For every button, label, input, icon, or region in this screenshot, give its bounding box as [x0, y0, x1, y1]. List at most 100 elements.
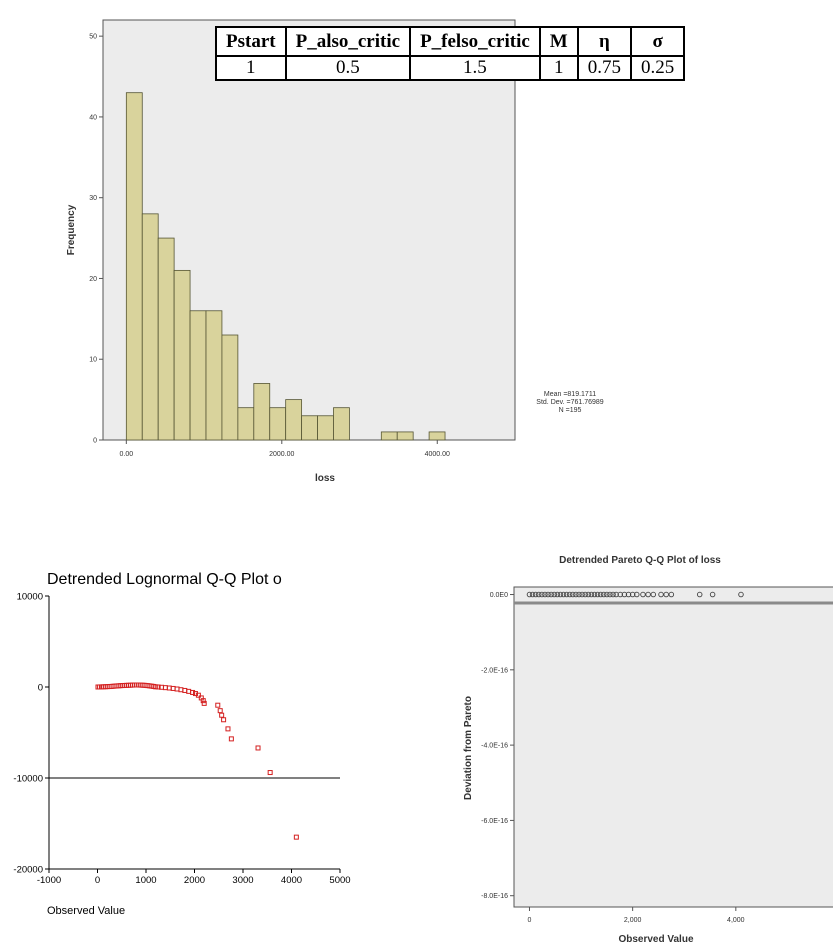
pareto-point: [573, 591, 579, 598]
pareto-title: Detrended Pareto Q-Q Plot of loss: [559, 555, 721, 566]
histogram-bar: [380, 431, 398, 441]
pareto-point: [542, 591, 548, 598]
lognormal-point: [221, 717, 227, 723]
histogram-xtick-label: 4000.00: [425, 451, 450, 458]
lognormal-xtick-label: 1000: [135, 875, 156, 886]
histogram-bar: [141, 213, 159, 441]
histogram-xlabel: loss: [315, 473, 335, 484]
histogram-bar: [396, 431, 414, 441]
pareto-point: [548, 591, 554, 598]
stats-n: N =195: [558, 407, 582, 414]
pareto-ylabel: Deviation from Pareto: [463, 696, 474, 800]
histogram-ytick-label: 0: [93, 438, 97, 445]
histogram-bar: [285, 399, 303, 441]
lognormal-point: [155, 684, 161, 690]
pareto-point: [594, 591, 601, 598]
lognormal-xtick-label: 5000: [329, 875, 350, 886]
lognormal-xtick-label: -1000: [37, 875, 61, 886]
pareto-point: [560, 591, 567, 598]
lognormal-xtick-label: 4000: [281, 875, 302, 886]
histogram-bar: [269, 407, 287, 441]
pareto-point: [617, 591, 624, 598]
pareto-point: [536, 591, 542, 598]
pareto-point: [554, 591, 561, 598]
histogram-bar: [173, 269, 191, 441]
pareto-plot-area: [513, 586, 833, 908]
histogram-bar: [221, 334, 239, 441]
pareto-points: [526, 591, 744, 598]
pareto-point: [650, 591, 657, 598]
lognormal-point: [228, 736, 234, 742]
header-sigma: σ: [629, 26, 686, 57]
pareto-ytick-label: -2.0E-16: [481, 667, 508, 674]
pareto-point: [545, 591, 551, 598]
lognormal-xtick-label: 3000: [232, 875, 253, 886]
lognormal-ytick-label: -10000: [13, 774, 43, 785]
header-p-felso-critic: P_felso_critic: [409, 26, 541, 57]
histogram-ytick-label: 30: [89, 195, 97, 202]
pareto-point: [588, 591, 595, 598]
pareto-point: [570, 591, 576, 598]
pareto-qq-chart: Detrended Pareto Q-Q Plot of loss 0.0E0 -…: [463, 555, 833, 944]
pareto-point: [539, 591, 545, 598]
lognormal-ytick-label: 10000: [17, 592, 43, 603]
pareto-point: [579, 591, 585, 598]
pareto-point: [566, 591, 573, 598]
histogram-bar: [157, 237, 175, 441]
header-pstart: Pstart: [215, 26, 287, 57]
pareto-ytick-label: 0.0E0: [490, 592, 508, 599]
pareto-point: [563, 591, 570, 598]
pareto-xtick-label: 0: [528, 917, 532, 924]
lognormal-point: [200, 698, 206, 704]
pareto-point: [640, 591, 646, 598]
pareto-point: [582, 591, 588, 598]
parameter-table: Pstart P_also_critic P_felso_critic M η …: [215, 26, 686, 81]
pareto-point: [629, 591, 636, 598]
pareto-axes: 0.0E0 -2.0E-16 -4.0E-16 -6.0E-16 -8.0E-16 0 2,…: [481, 592, 745, 924]
value-m: 1: [538, 55, 579, 81]
lognormal-point: [215, 702, 221, 708]
histogram-ytick-label: 10: [89, 357, 97, 364]
value-pstart: 1: [215, 55, 287, 81]
header-p-also-critic: P_also_critic: [284, 26, 412, 57]
pareto-xtick-label: 4,000: [727, 917, 745, 924]
histogram-chart: 0 10 20 30 40 50 0.00 2000.00 4000.00 loss Frequ…: [66, 19, 516, 484]
pareto-point: [663, 591, 669, 598]
value-p-also-critic: 0.5: [284, 55, 412, 81]
histogram-bar: [301, 415, 318, 441]
lognormal-point: [217, 708, 223, 714]
histogram-stats: Mean =819.1711 Std. Dev. =761.76989 N =1…: [520, 391, 620, 415]
histogram-bar: [333, 407, 350, 441]
pareto-point: [591, 591, 598, 598]
histogram-bar: [125, 92, 143, 441]
lognormal-point: [190, 689, 196, 695]
pareto-point: [551, 591, 557, 598]
pareto-point: [526, 591, 533, 598]
stats-sd: Std. Dev. =761.76989: [536, 399, 604, 406]
histogram-xtick-label: 0.00: [120, 451, 134, 458]
lognormal-point: [201, 700, 207, 706]
lognormal-point: [255, 745, 261, 751]
histogram-axes: 0 10 20 30 40 50 0.00 2000.00 4000.00: [89, 34, 450, 458]
parameter-header-row: Pstart P_also_critic P_felso_critic M η …: [215, 26, 686, 57]
histogram-bar: [237, 407, 255, 441]
lognormal-xtick-label: 2000: [184, 875, 205, 886]
lognormal-xlabel: Observed Value: [47, 905, 125, 917]
value-p-felso-critic: 1.5: [409, 55, 541, 81]
histogram-ytick-label: 50: [89, 34, 97, 41]
pareto-point: [529, 591, 536, 598]
pareto-point: [696, 591, 703, 598]
lognormal-points: [95, 682, 299, 840]
lognormal-point: [195, 692, 201, 698]
pareto-point: [557, 591, 564, 598]
histogram-bars: [125, 92, 446, 441]
pareto-point: [597, 591, 604, 598]
lognormal-xtick-label: 0: [95, 875, 100, 886]
pareto-point: [604, 591, 610, 598]
pareto-point: [645, 591, 651, 598]
pareto-xtick-label: 2,000: [624, 917, 642, 924]
pareto-point: [668, 591, 675, 598]
pareto-point: [621, 591, 628, 598]
